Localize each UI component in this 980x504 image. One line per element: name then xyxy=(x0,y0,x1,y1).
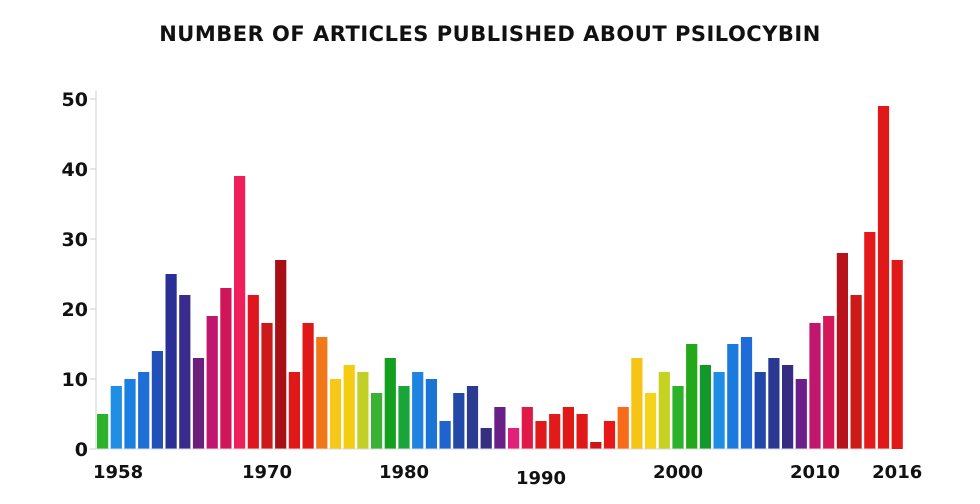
bar-1984 xyxy=(453,393,465,449)
bar-1972 xyxy=(288,372,300,449)
bar-2010 xyxy=(809,323,821,449)
bar-1995 xyxy=(603,421,616,449)
bars-group xyxy=(97,106,903,449)
bar-2008 xyxy=(782,365,794,449)
x-tick-label-1980: 1980 xyxy=(379,462,429,483)
bar-2007 xyxy=(768,358,780,449)
bar-1962 xyxy=(151,351,163,449)
y-tick-label: 50 xyxy=(62,89,88,111)
x-tick-label-2010: 2010 xyxy=(790,462,840,483)
y-tick-label: 10 xyxy=(62,369,88,391)
bar-1975 xyxy=(329,379,342,449)
bar-2004 xyxy=(727,344,739,449)
y-tick-label: 40 xyxy=(62,159,88,181)
bar-2000 xyxy=(672,386,684,449)
y-tick-label: 30 xyxy=(62,229,88,251)
bar-1989 xyxy=(521,407,533,449)
y-tick-label: 0 xyxy=(75,439,88,461)
bar-1981 xyxy=(412,372,424,449)
bar-1986 xyxy=(480,428,492,449)
x-tick-label-2000: 2000 xyxy=(653,462,703,483)
bar-1977 xyxy=(357,372,369,449)
bar-1964 xyxy=(179,295,191,449)
bar-1978 xyxy=(371,393,383,449)
bar-2001 xyxy=(686,344,698,449)
bar-1959 xyxy=(110,386,122,449)
bar-1961 xyxy=(138,372,150,449)
bar-1987 xyxy=(494,407,506,449)
bar-1979 xyxy=(384,358,396,449)
x-axis: 1958 1970 1980 1990 2000 2010 2016 xyxy=(93,448,922,489)
bar-2009 xyxy=(795,379,807,449)
bar-1988 xyxy=(508,428,520,449)
bar-2006 xyxy=(754,372,766,449)
bar-1958 xyxy=(97,414,109,449)
bar-2015 xyxy=(877,106,890,449)
bar-1983 xyxy=(439,421,451,449)
y-axis: 0 10 20 30 40 50 xyxy=(62,89,97,461)
bar-2016 xyxy=(891,260,903,449)
y-tick-label: 20 xyxy=(62,299,88,321)
bar-1999 xyxy=(658,372,670,449)
bar-1990 xyxy=(535,421,547,449)
bar-1971 xyxy=(275,260,287,449)
bar-1997 xyxy=(631,358,643,449)
bar-1998 xyxy=(645,393,657,449)
bar-2011 xyxy=(823,316,835,449)
bar-1963 xyxy=(165,274,177,449)
bar-1970 xyxy=(261,323,273,449)
bar-1969 xyxy=(247,295,259,449)
bar-1994 xyxy=(590,442,602,449)
bar-1993 xyxy=(576,414,588,449)
bar-2005 xyxy=(740,337,753,449)
bar-1966 xyxy=(206,316,218,449)
x-tick-label-1990: 1990 xyxy=(516,468,566,489)
bar-1980 xyxy=(398,386,410,449)
bar-2012 xyxy=(836,253,848,449)
bar-1974 xyxy=(316,337,328,449)
bar-2014 xyxy=(864,232,876,449)
bar-1968 xyxy=(234,176,246,449)
bar-1992 xyxy=(562,407,574,449)
bar-2003 xyxy=(713,372,725,449)
chart-title: NUMBER OF ARTICLES PUBLISHED ABOUT PSILO… xyxy=(159,22,821,46)
bar-2002 xyxy=(699,365,711,449)
bar-1960 xyxy=(124,379,136,449)
bar-1996 xyxy=(617,407,629,449)
bar-2013 xyxy=(850,295,862,449)
bar-1965 xyxy=(192,358,205,449)
bar-1982 xyxy=(425,379,437,449)
bar-1973 xyxy=(302,323,314,449)
bar-1976 xyxy=(343,365,355,449)
bar-1967 xyxy=(220,288,232,449)
x-tick-label-1970: 1970 xyxy=(242,462,292,483)
bar-1991 xyxy=(549,414,561,449)
x-tick-label-2016: 2016 xyxy=(872,462,922,483)
x-tick-label-1958: 1958 xyxy=(93,462,143,483)
bar-1985 xyxy=(466,386,479,449)
